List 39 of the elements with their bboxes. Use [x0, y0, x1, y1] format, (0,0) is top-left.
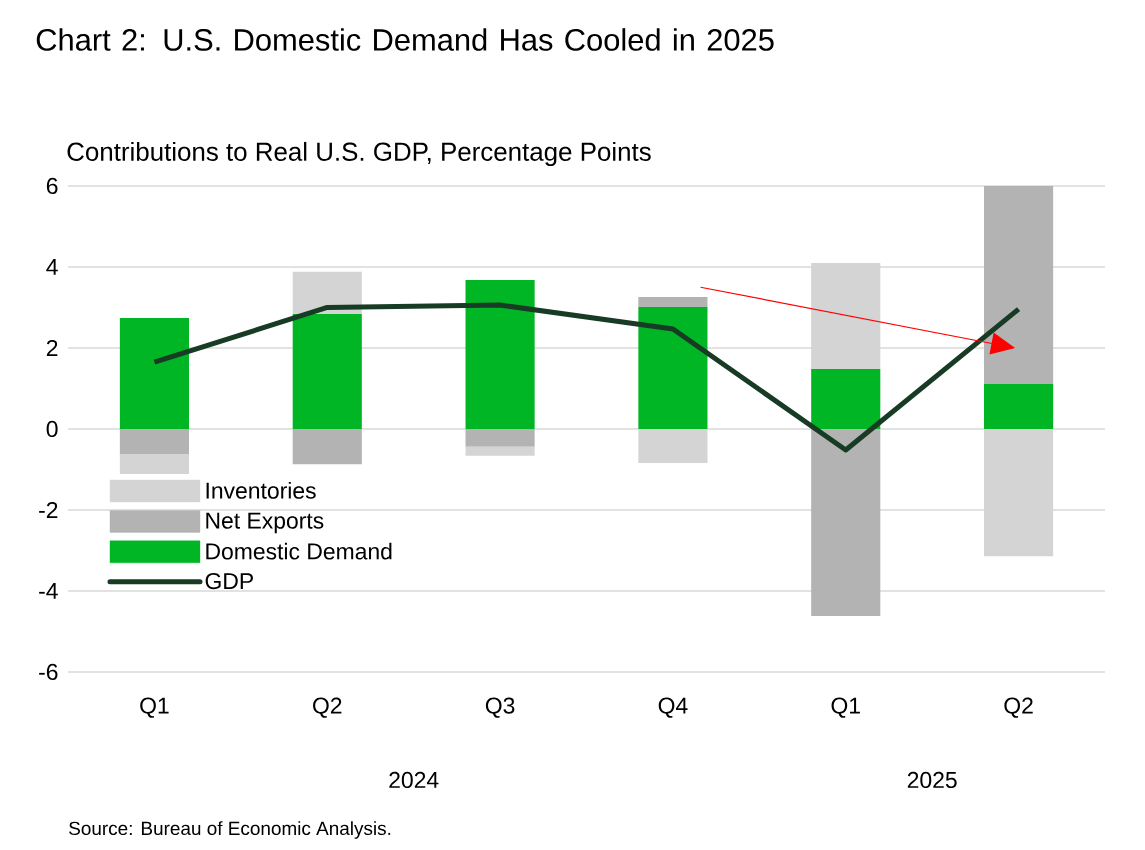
chart-subtitle: Contributions to Real U.S. GDP, Percentage Points [67, 141, 651, 167]
bar [638, 307, 708, 429]
bar [638, 296, 708, 308]
bar [119, 318, 189, 429]
legend-label: GDP [205, 572, 253, 590]
bar [292, 428, 362, 465]
legend-label: Net Exports [206, 512, 324, 534]
x-tick-label: Q2 [1004, 697, 1033, 718]
bar [984, 428, 1054, 557]
chart-title: Chart 2: U.S. Domestic Demand Has Cooled in 2025 [36, 28, 774, 51]
x-tick-label: Q2 [313, 697, 342, 718]
y-tick-label: 0 [46, 420, 58, 438]
x-tick-label: Q4 [658, 697, 688, 718]
y-tick-label: -4 [39, 583, 58, 599]
text: 2025 [907, 771, 957, 789]
x-tick-label: Q3 [485, 697, 515, 718]
y-tick-label: 4 [46, 259, 58, 275]
text: 2024 [389, 771, 439, 789]
bar [465, 279, 535, 429]
bar [811, 428, 881, 617]
bar [465, 446, 535, 456]
source-note: Source: Bureau of Economic Analysis. [69, 821, 391, 839]
bar [811, 369, 881, 429]
bar [811, 262, 881, 370]
bar [292, 313, 362, 429]
bar [638, 428, 708, 463]
legend-label: Inventories [206, 481, 316, 499]
bar [465, 428, 535, 447]
bar [119, 428, 189, 455]
x-tick-label: Q1 [831, 697, 860, 718]
y-tick-label: -6 [39, 663, 58, 681]
y-tick-label: 6 [46, 177, 58, 195]
bar [984, 384, 1054, 429]
x-tick-label: Q1 [140, 697, 169, 718]
y-tick-label: -2 [39, 501, 58, 518]
legend-label: Domestic Demand [206, 542, 392, 560]
bar [119, 454, 189, 474]
bar [984, 185, 1054, 385]
y-tick-label: 2 [46, 339, 58, 356]
